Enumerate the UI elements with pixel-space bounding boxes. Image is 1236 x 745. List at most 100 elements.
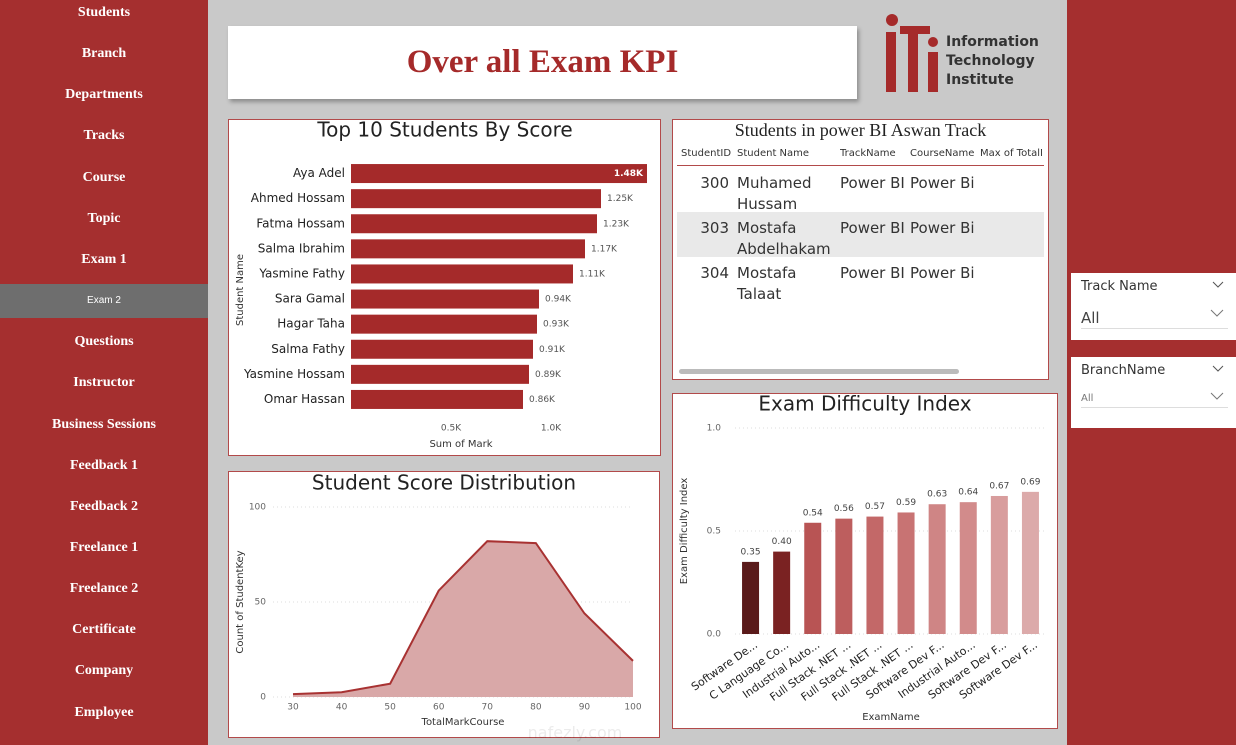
nav-item[interactable]: Feedback 2 (69, 498, 139, 514)
line (292, 540, 634, 696)
y-tick-label: Sara Gamal (275, 292, 345, 306)
bar (959, 502, 977, 634)
bar (351, 389, 523, 409)
logo-line: Technology (946, 53, 1035, 69)
bar (742, 561, 760, 634)
data-label: 0.57 (865, 502, 885, 512)
chart-title: Top 10 Students By Score (316, 118, 572, 142)
nav-item[interactable]: Business Sessions (52, 416, 156, 432)
column-header: CourseName (910, 148, 975, 159)
nav-item[interactable]: Employee (74, 704, 134, 720)
nav-item[interactable]: Freelance 2 (69, 581, 139, 597)
bar (351, 264, 573, 284)
data-label: 1.23K (603, 219, 630, 229)
bar (990, 495, 1008, 634)
slicer-value: All (1081, 309, 1100, 327)
nav-item[interactable]: Exam 2 (0, 284, 208, 319)
y-tick-label: 1.0 (707, 424, 722, 434)
x-tick-label: 60 (433, 703, 445, 713)
table-row: 300 Muhamed Hussam Power BI Power Bi (677, 167, 1044, 213)
data-label: 1.25K (607, 194, 634, 204)
data-label: 0.94K (545, 295, 572, 305)
x-tick-label: 50 (384, 703, 396, 713)
cell: Muhamed Hussam (737, 174, 812, 213)
x-tick-label: 40 (336, 703, 348, 713)
y-axis-label: Count of StudentKey (235, 550, 246, 653)
nav-item[interactable]: Instructor (73, 375, 135, 391)
y-tick-label: Omar Hassan (264, 392, 345, 406)
header: Over all Exam KPI (228, 26, 857, 99)
sidebar: Students Branch Departments Tracks Course Top… (0, 0, 208, 745)
nav-item[interactable]: Questions (74, 334, 134, 350)
bar (351, 189, 601, 209)
nav-item[interactable]: Course (82, 169, 126, 185)
y-tick-label: Salma Ibrahim (258, 241, 345, 255)
x-tick-label: 30 (287, 703, 299, 713)
nav-item[interactable]: Certificate (72, 622, 136, 638)
bar (773, 551, 791, 634)
nav-item[interactable]: Departments (65, 87, 143, 103)
nav-item[interactable]: Freelance 1 (69, 539, 139, 555)
watermark: nafezly.com (528, 723, 623, 742)
slicer-label: Track Name (1081, 279, 1158, 294)
x-tick-label: 90 (579, 703, 591, 713)
y-tick-label: 100 (249, 503, 266, 513)
y-tick-label: Hagar Taha (277, 317, 345, 331)
scrollbar[interactable] (679, 369, 959, 374)
y-tick-label: 0 (260, 693, 266, 703)
x-tick-label: 0.5K (441, 424, 462, 434)
table-panel: Students in power BI Aswan Track Student… (672, 119, 1049, 380)
cell: 304 (700, 264, 729, 282)
data-label: 0.86K (529, 395, 556, 405)
data-label: 0.56 (834, 504, 854, 514)
chevron[interactable] (1210, 392, 1224, 401)
header-rule (677, 165, 1044, 166)
data-label: 0.69 (1020, 477, 1040, 487)
bar (351, 339, 533, 359)
y-axis-label: Exam Difficulty Index (679, 478, 690, 585)
y-tick-label: Yasmine Hossam (243, 367, 345, 381)
logo-line: Institute (946, 72, 1014, 88)
table-row: 304 Mostafa Talaat Power BI Power Bi (677, 257, 1044, 303)
data-label: 0.40 (772, 537, 792, 547)
y-tick-label: 0.5 (707, 527, 721, 537)
chevron[interactable] (1212, 281, 1224, 289)
logo-line: Information (946, 34, 1039, 50)
x-tick-label: 70 (482, 703, 494, 713)
cell: Power Bi (910, 264, 975, 282)
nav-item[interactable]: Tracks (83, 128, 125, 144)
bar (351, 314, 537, 334)
nav-item[interactable]: Students (77, 5, 131, 20)
cell: Power BI (840, 264, 905, 282)
y-tick-label: 50 (255, 598, 267, 608)
logo-mark (886, 14, 938, 92)
cell: Power Bi (910, 174, 975, 192)
y-axis-label: Student Name (235, 254, 246, 326)
nav-item[interactable]: Feedback 1 (69, 457, 139, 473)
chevron[interactable] (1210, 309, 1224, 318)
cell: Power BI (840, 219, 905, 237)
x-tick-label: 100 (624, 703, 641, 713)
data-label: 1.48K (614, 169, 644, 179)
cell: Power BI (840, 174, 905, 192)
chart-title: Student Score Distribution (312, 471, 576, 495)
column-header: Max of TotalM (980, 148, 1042, 159)
nav-item[interactable]: Company (74, 663, 134, 679)
nav-item[interactable]: Exam 1 (81, 251, 127, 267)
slicer[interactable]: BranchName All (1071, 357, 1236, 428)
nav-item[interactable]: Branch (81, 46, 127, 62)
bar (835, 518, 853, 634)
x-axis-label: TotalMarkCourse (421, 717, 505, 728)
x-tick-label: 80 (530, 703, 542, 713)
slicer[interactable]: Track Name All (1071, 273, 1236, 340)
chevron[interactable] (1212, 365, 1224, 373)
y-tick-label: 0.0 (707, 630, 722, 640)
nav-item[interactable]: Topic (87, 210, 121, 226)
column-header: Student Name (737, 148, 810, 159)
slicer-value: All (1081, 393, 1094, 404)
y-tick-label: Fatma Hossam (256, 216, 345, 230)
slicer-label: BranchName (1081, 363, 1166, 378)
bar (928, 504, 946, 634)
